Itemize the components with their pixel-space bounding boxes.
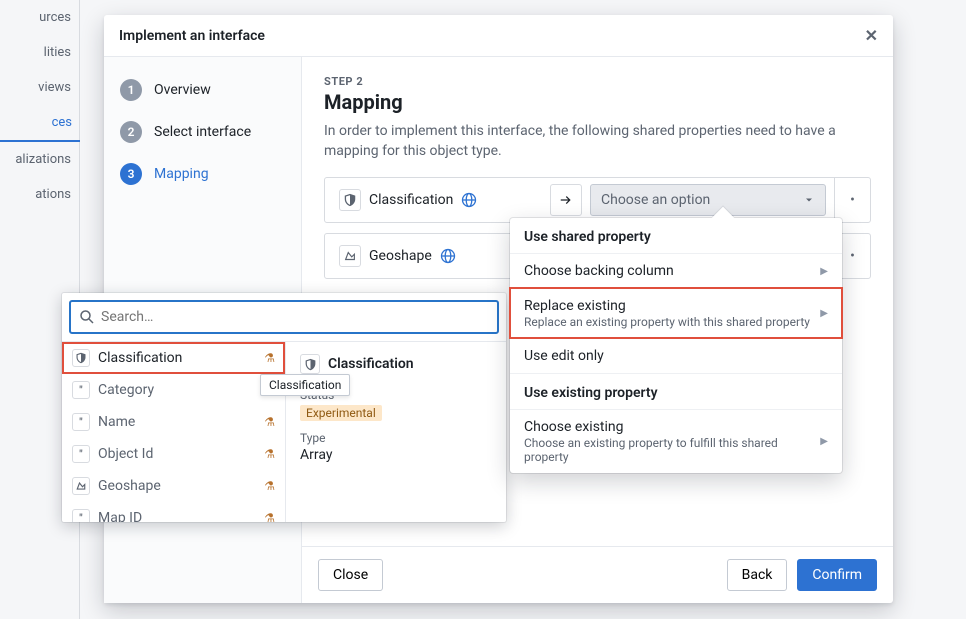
search-item-classification[interactable]: Classification ⚗ (62, 342, 285, 374)
step-number: 3 (120, 163, 142, 185)
chevron-right-icon: ▶ (820, 436, 828, 447)
option-title: Choose backing column (524, 263, 674, 279)
step-label: Overview (154, 82, 211, 98)
quote-icon: " (72, 413, 90, 431)
option-choose-existing[interactable]: Choose existing Choose an existing prope… (510, 409, 842, 473)
tooltip: Classification (260, 374, 350, 396)
bg-nav-item[interactable]: lities (0, 35, 79, 70)
property-search-panel: Classification ⚗ " Category ⚗ " Name ⚗ "… (62, 293, 506, 522)
search-results-list: Classification ⚗ " Category ⚗ " Name ⚗ "… (62, 342, 286, 522)
search-item-label: Geoshape (98, 478, 161, 494)
main-description: In order to implement this interface, th… (324, 122, 871, 161)
select-placeholder: Choose an option (601, 192, 710, 208)
detail-title: Classification (300, 354, 492, 374)
step-number: 1 (120, 79, 142, 101)
bg-nav-item[interactable]: ations (0, 177, 79, 212)
confirm-button[interactable]: Confirm (797, 559, 877, 591)
search-detail-pane: Classification Status Experimental Type … (286, 342, 506, 522)
flask-icon: ⚗ (264, 447, 275, 461)
search-item-label: Category (98, 382, 154, 398)
quote-icon: " (72, 445, 90, 463)
popover-section-title: Use shared property (510, 218, 842, 253)
search-item-label: Map ID (98, 510, 142, 522)
bg-nav-item[interactable]: urces (0, 0, 79, 35)
option-subtitle: Replace an existing property with this s… (524, 315, 810, 329)
step-number: 2 (120, 121, 142, 143)
shield-icon (300, 354, 320, 374)
globe-icon (461, 192, 477, 208)
search-item-label: Classification (98, 350, 182, 366)
option-title: Replace existing (524, 298, 810, 314)
row-menu-button[interactable]: • (834, 177, 870, 223)
shield-icon (72, 349, 90, 367)
modal-footer: Close Back Confirm (302, 546, 893, 603)
detail-type-value: Array (300, 447, 492, 463)
arrow-right-icon (550, 184, 582, 216)
property-label: Classification (369, 192, 453, 208)
step-mapping[interactable]: 3 Mapping (104, 153, 301, 195)
quote-icon: " (72, 381, 90, 399)
close-icon[interactable]: ✕ (865, 26, 878, 45)
option-title: Choose existing (524, 419, 820, 435)
mapping-select[interactable]: Choose an option (590, 184, 826, 216)
flask-icon: ⚗ (264, 479, 275, 493)
step-badge: STEP 2 (324, 75, 871, 88)
main-heading: Mapping (324, 90, 871, 114)
search-item-label: Object Id (98, 446, 153, 462)
option-choose-backing-column[interactable]: Choose backing column ▶ (510, 253, 842, 288)
chevron-right-icon: ▶ (820, 266, 828, 277)
flask-icon: ⚗ (264, 415, 275, 429)
search-item[interactable]: " Map ID ⚗ (62, 502, 285, 522)
step-select-interface[interactable]: 2 Select interface (104, 111, 301, 153)
mapping-row-classification: Classification Choose an option • (324, 177, 871, 223)
search-item[interactable]: Geoshape ⚗ (62, 470, 285, 502)
search-box[interactable] (69, 300, 499, 334)
bg-nav-item[interactable]: views (0, 70, 79, 105)
modal-title: Implement an interface (119, 28, 265, 44)
option-use-edit-only[interactable]: Use edit only (510, 338, 842, 373)
property-label: Geoshape (369, 248, 432, 264)
geoshape-icon (72, 477, 90, 495)
option-subtitle: Choose an existing property to fulfill t… (524, 436, 820, 464)
step-overview[interactable]: 1 Overview (104, 69, 301, 111)
search-item[interactable]: " Name ⚗ (62, 406, 285, 438)
step-label: Select interface (154, 124, 251, 140)
status-badge: Experimental (300, 405, 382, 421)
mapping-options-popover: Use shared property Choose backing colum… (510, 218, 842, 473)
search-item-label: Name (98, 414, 135, 430)
bg-nav-item-active[interactable]: ces (0, 105, 80, 142)
flask-icon: ⚗ (264, 351, 275, 365)
search-item[interactable]: " Category ⚗ (62, 374, 285, 406)
geoshape-icon (339, 245, 361, 267)
option-title: Use edit only (524, 348, 604, 364)
quote-icon: " (72, 509, 90, 522)
step-label: Mapping (154, 166, 209, 182)
chevron-down-icon (803, 194, 815, 206)
back-button[interactable]: Back (727, 559, 788, 591)
popover-section-title: Use existing property (510, 373, 842, 409)
close-button[interactable]: Close (318, 559, 383, 591)
detail-type-label: Type (300, 431, 492, 445)
search-icon (79, 309, 95, 325)
globe-icon (440, 248, 456, 264)
shield-icon (339, 189, 361, 211)
search-item[interactable]: " Object Id ⚗ (62, 438, 285, 470)
flask-icon: ⚗ (264, 511, 275, 522)
modal-header: Implement an interface ✕ (104, 15, 893, 57)
option-replace-existing[interactable]: Replace existing Replace an existing pro… (510, 288, 842, 338)
bg-nav-item[interactable]: alizations (0, 142, 79, 177)
search-input[interactable] (101, 309, 489, 325)
chevron-right-icon: ▶ (820, 308, 828, 319)
